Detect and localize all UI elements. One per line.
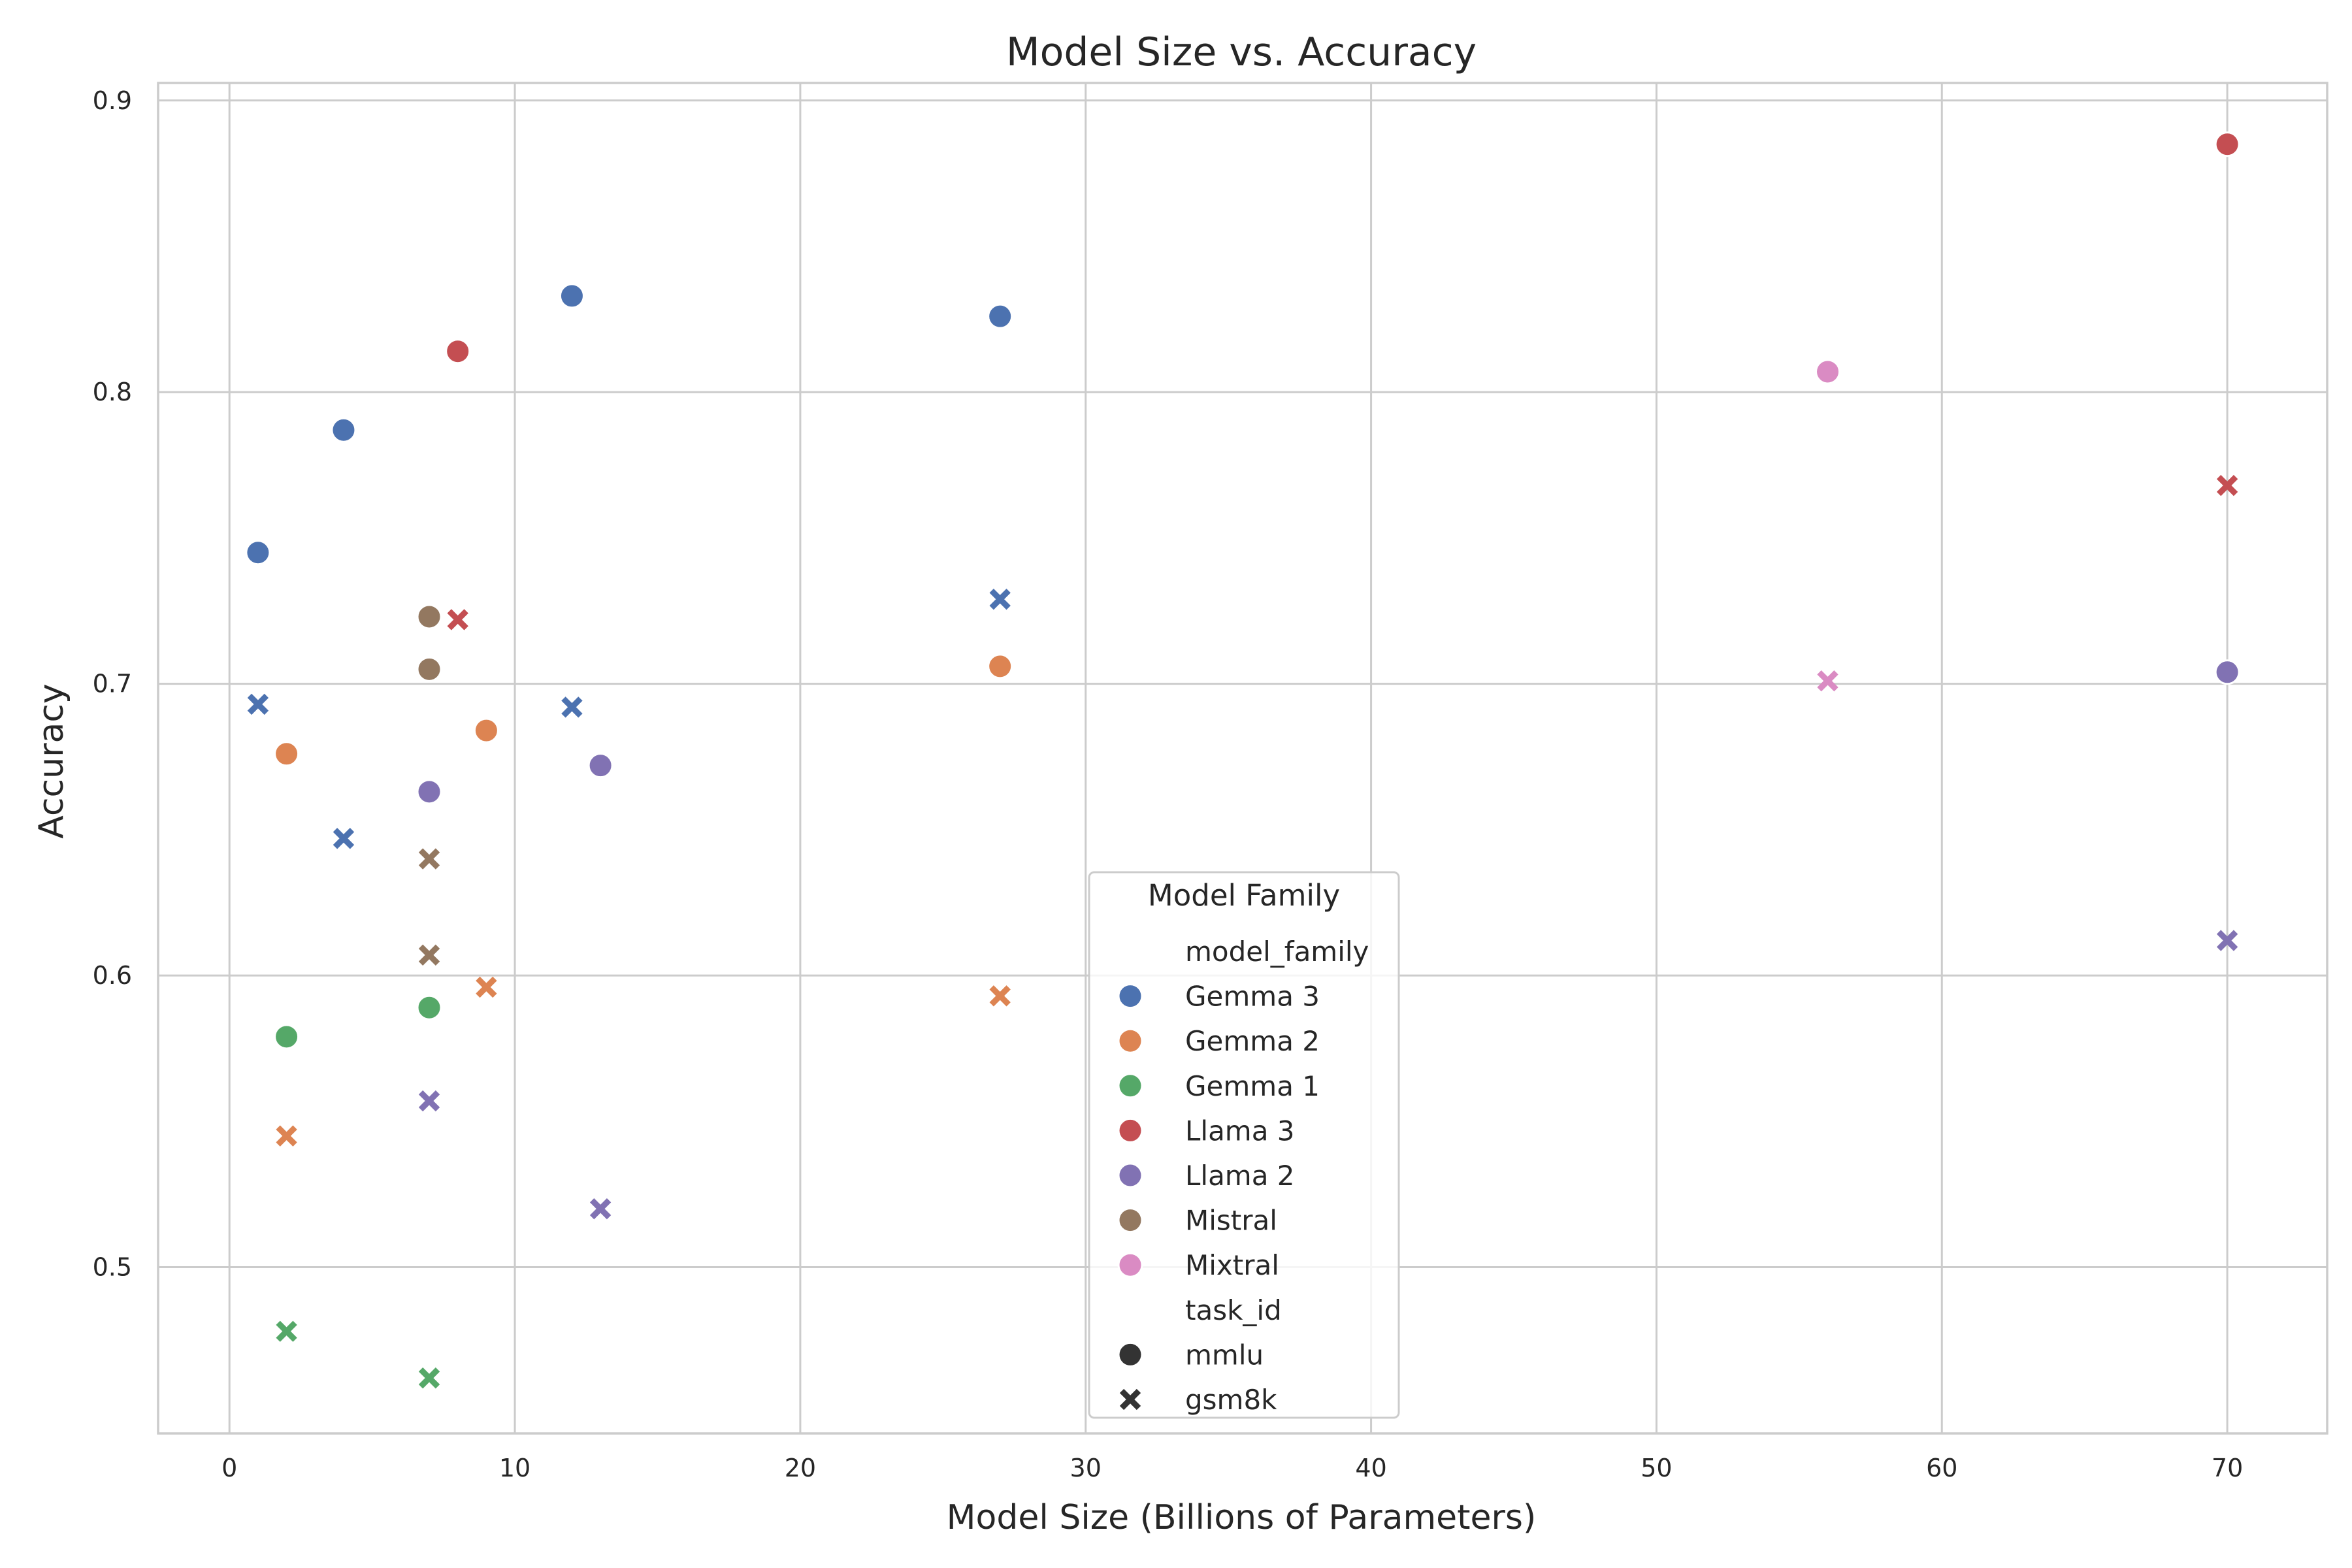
gemma-3-mmlu-point bbox=[559, 283, 585, 309]
legend-marker-mixtral bbox=[1117, 1252, 1143, 1278]
legend: Model Family model_family Gemma 3 Gemma 2 G… bbox=[1088, 871, 1400, 1419]
llama-2-mmlu-point bbox=[2214, 659, 2240, 685]
legend-label-gemma-2: Gemma 2 bbox=[1185, 1025, 1320, 1057]
gemma-3-gsm8k-point bbox=[989, 589, 1011, 610]
llama-3-gsm8k-point bbox=[2216, 474, 2238, 497]
llama-2-mmlu-point bbox=[416, 779, 442, 805]
legend-marker-gsm8k bbox=[1119, 1388, 1141, 1411]
gemma-3-gsm8k-point bbox=[333, 828, 355, 849]
llama-2-gsm8k-point bbox=[589, 1198, 612, 1220]
llama-3-mmlu-point bbox=[445, 338, 471, 365]
legend-marker-llama-3 bbox=[1117, 1117, 1143, 1143]
legend-marker-llama-2 bbox=[1117, 1162, 1143, 1188]
gemma-3-gsm8k-point bbox=[561, 696, 583, 718]
gemma-3-gsm8k-point bbox=[247, 693, 269, 715]
legend-heading-task-id: task_id bbox=[1185, 1294, 1282, 1326]
legend-entries: model_family Gemma 3 Gemma 2 Gemma 1 Llama 3… bbox=[1117, 936, 1369, 1416]
mixtral-mmlu-point bbox=[1815, 359, 1841, 385]
gemma-1-gsm8k-point bbox=[276, 1320, 297, 1342]
legend-marker-mistral bbox=[1117, 1207, 1143, 1233]
legend-heading-model-family: model_family bbox=[1185, 936, 1369, 968]
y-tick-label: 0.8 bbox=[93, 378, 132, 406]
legend-label-gsm8k: gsm8k bbox=[1185, 1384, 1277, 1416]
legend-marker-gemma-1 bbox=[1117, 1073, 1143, 1099]
llama-2-mmlu-point bbox=[587, 753, 613, 779]
llama-3-mmlu-point bbox=[2214, 131, 2240, 157]
legend-label-gemma-1: Gemma 1 bbox=[1185, 1070, 1320, 1102]
plot-frame bbox=[157, 82, 2328, 1435]
legend-label-llama-3: Llama 3 bbox=[1185, 1115, 1295, 1147]
legend-marker-mmlu bbox=[1117, 1341, 1143, 1367]
gemma-2-gsm8k-point bbox=[276, 1125, 297, 1147]
gemma-2-mmlu-point bbox=[987, 653, 1013, 679]
x-tick-label: 60 bbox=[1926, 1454, 1957, 1482]
gemma-2-gsm8k-point bbox=[476, 976, 497, 998]
llama-2-gsm8k-point bbox=[418, 1090, 440, 1112]
data-points bbox=[245, 131, 2240, 1389]
legend-label-gemma-3: Gemma 3 bbox=[1185, 981, 1320, 1013]
gemma-2-mmlu-point bbox=[473, 717, 499, 743]
gemma-3-mmlu-point bbox=[331, 417, 357, 443]
y-tick-label: 0.5 bbox=[93, 1253, 132, 1282]
y-axis-label: Accuracy bbox=[32, 683, 71, 838]
mistral-gsm8k-point bbox=[418, 848, 440, 870]
gemma-3-mmlu-point bbox=[245, 540, 271, 566]
x-tick-label: 30 bbox=[1070, 1454, 1102, 1482]
y-tick-label: 0.6 bbox=[93, 961, 132, 990]
legend-title: Model Family bbox=[1148, 878, 1340, 913]
axis-ticks: 0 10 20 30 40 50 60 70 0.5 0.6 0.7 0.8 0.9 bbox=[93, 86, 2244, 1482]
x-tick-label: 0 bbox=[221, 1454, 237, 1482]
gemma-1-gsm8k-point bbox=[418, 1367, 440, 1389]
mixtral-gsm8k-point bbox=[1817, 670, 1838, 692]
x-tick-label: 50 bbox=[1641, 1454, 1672, 1482]
mistral-mmlu-point bbox=[416, 656, 442, 682]
legend-box bbox=[1088, 871, 1400, 1419]
llama-3-gsm8k-point bbox=[447, 609, 468, 630]
gemma-1-mmlu-point bbox=[274, 1024, 300, 1050]
mistral-gsm8k-point bbox=[418, 944, 440, 966]
gemma-1-mmlu-point bbox=[416, 994, 442, 1021]
legend-label-mixtral: Mixtral bbox=[1185, 1249, 1279, 1281]
x-tick-label: 40 bbox=[1355, 1454, 1386, 1482]
gemma-2-gsm8k-point bbox=[989, 985, 1011, 1007]
gemma-2-mmlu-point bbox=[274, 741, 300, 767]
mistral-mmlu-point bbox=[416, 604, 442, 630]
legend-label-mmlu: mmlu bbox=[1185, 1339, 1264, 1371]
legend-label-llama-2: Llama 2 bbox=[1185, 1160, 1295, 1192]
y-tick-label: 0.9 bbox=[93, 86, 132, 115]
legend-marker-gemma-3 bbox=[1117, 983, 1143, 1009]
legend-marker-gemma-2 bbox=[1117, 1028, 1143, 1054]
x-tick-label: 10 bbox=[499, 1454, 531, 1482]
x-axis-label: Model Size (Billions of Parameters) bbox=[947, 1498, 1537, 1537]
gemma-3-mmlu-point bbox=[987, 303, 1013, 329]
x-tick-label: 70 bbox=[2212, 1454, 2243, 1482]
y-tick-label: 0.7 bbox=[93, 670, 132, 698]
legend-label-mistral: Mistral bbox=[1185, 1205, 1277, 1237]
chart-title: Model Size vs. Accuracy bbox=[1006, 29, 1477, 75]
llama-2-gsm8k-point bbox=[2216, 930, 2238, 951]
x-tick-label: 20 bbox=[785, 1454, 816, 1482]
